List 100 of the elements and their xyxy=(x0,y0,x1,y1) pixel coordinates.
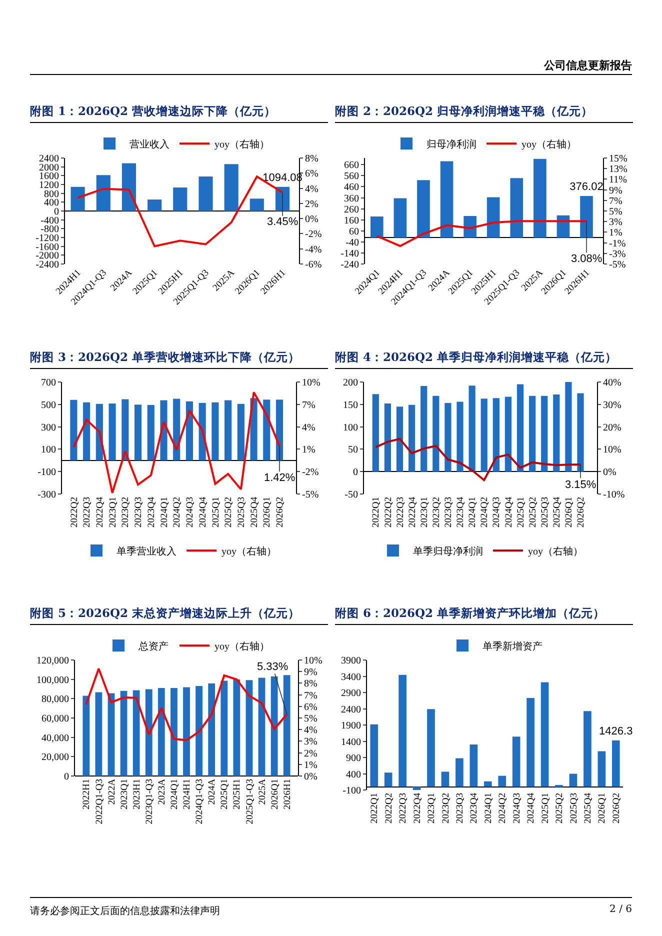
y2-tick-label: 6% xyxy=(305,168,318,180)
bar xyxy=(122,399,129,460)
y-tick-label: 100 xyxy=(41,444,56,456)
bar xyxy=(396,406,404,472)
x-tick-label: 2026Q1 xyxy=(564,496,575,528)
x-tick-label: 2024Q4 xyxy=(526,792,537,824)
y-tick-label: 360 xyxy=(344,193,359,204)
y2-tick-label: 1% xyxy=(609,228,622,239)
bar xyxy=(427,709,435,787)
data-label: 1426.3 xyxy=(599,725,633,738)
y-tick-label: 2000 xyxy=(39,162,59,174)
legend-label: 单季新增资产 xyxy=(482,640,542,652)
x-tick-label: 2024Q4 xyxy=(198,496,208,528)
y-tick-label: 150 xyxy=(343,400,358,411)
x-tick-label: 2025Q1 xyxy=(516,496,526,528)
bar xyxy=(82,696,90,776)
x-tick-label: 2022Q3 xyxy=(396,496,406,528)
x-tick-label: 2023Q3 xyxy=(134,496,144,528)
y-tick-label: -140 xyxy=(340,248,359,260)
bar xyxy=(170,688,178,776)
y2-tick-label: 4% xyxy=(302,422,316,434)
x-tick-label: 2024Q2 xyxy=(498,792,508,824)
y2-tick-label: -5% xyxy=(302,490,319,500)
x-tick-label: 2022Q2 xyxy=(384,792,394,824)
y2-tick-label: 7% xyxy=(302,400,316,411)
y-tick-label: 200 xyxy=(343,378,358,388)
x-tick-label: 2025Q1 xyxy=(540,792,551,824)
y-tick-label: 3900 xyxy=(341,656,361,666)
y2-tick-label: -10% xyxy=(603,490,625,500)
bar xyxy=(598,751,606,787)
x-tick-label: 2022Q1 xyxy=(370,792,380,824)
bar xyxy=(196,686,202,776)
y2-tick-label: -5% xyxy=(609,260,626,270)
bar xyxy=(147,404,154,460)
x-tick-label: 2025Q2 xyxy=(555,792,566,824)
bar xyxy=(492,398,500,472)
chart-title: 附图 6：2026Q2 单季新增资产环比增加（亿元） xyxy=(335,606,633,625)
y-tick-label: 120,000 xyxy=(36,656,69,666)
bar xyxy=(456,758,464,787)
y-tick-label: -800 xyxy=(40,224,59,236)
bar xyxy=(510,178,524,238)
y-tick-label: 800 xyxy=(44,188,59,200)
bar xyxy=(237,404,244,460)
x-tick-label: 2022A xyxy=(107,778,118,805)
data-label: 1.42% xyxy=(264,472,296,484)
y2-tick-label: 20% xyxy=(603,422,622,434)
y-tick-label: -2400 xyxy=(36,260,59,270)
bar xyxy=(432,396,440,472)
y2-tick-label: 9% xyxy=(304,667,318,678)
bar xyxy=(612,740,620,787)
x-tick-label: 2023Q2 xyxy=(432,496,442,528)
legend-label: 单季归母净利润 xyxy=(413,545,483,558)
y-tick-label: 1900 xyxy=(341,720,361,732)
y-tick-label: 460 xyxy=(344,182,359,194)
y-tick-label: -400 xyxy=(40,215,59,226)
data-label: 3.45% xyxy=(267,216,298,228)
y-tick-label: 2400 xyxy=(341,704,361,716)
y2-tick-label: -2% xyxy=(302,467,319,478)
bar xyxy=(480,398,488,472)
bar xyxy=(208,683,216,776)
bar xyxy=(83,402,90,460)
x-tick-label: 2023Q2 xyxy=(121,496,132,528)
x-tick-label: 2025A xyxy=(258,778,268,805)
bar xyxy=(577,393,584,472)
x-tick-label: 2023Q4 xyxy=(470,792,480,824)
bar xyxy=(122,163,136,211)
y2-tick-label: -1% xyxy=(609,238,626,250)
y-tick-label: 560 xyxy=(344,171,359,182)
y2-tick-label: 11% xyxy=(609,174,627,186)
y-tick-label: 1200 xyxy=(39,180,59,191)
y-tick-label: 100 xyxy=(343,422,358,434)
x-tick-label: 2025Q4 xyxy=(584,792,594,824)
text: 公司信息更新报告 xyxy=(544,59,632,72)
bar xyxy=(394,198,407,238)
bar xyxy=(580,196,593,238)
legend-label: 营业收入 xyxy=(130,138,170,150)
bar xyxy=(420,386,428,472)
x-tick-label: 2025Q4 xyxy=(552,496,562,528)
bar xyxy=(541,396,548,472)
bar xyxy=(173,187,188,211)
x-tick-label: 2025Q2 xyxy=(528,496,538,528)
y2-tick-label: -4% xyxy=(305,244,322,256)
bar xyxy=(526,698,534,787)
x-tick-label: 2025Q3 xyxy=(569,792,580,824)
y-tick-label: 1400 xyxy=(341,736,361,748)
y2-tick-label: 9% xyxy=(609,185,622,196)
y2-tick-label: 7% xyxy=(609,196,622,207)
y-tick-label: 50 xyxy=(348,444,358,456)
text: 请务必参阅正文后面的信息披露和法律声明 xyxy=(30,904,220,918)
bar xyxy=(145,689,152,776)
chart-title: 附图 3：2026Q2 单季营收增速环比下降（亿元） xyxy=(30,350,328,369)
x-tick-label: 2024Q1 xyxy=(484,792,494,824)
x-tick-label: 2026Q1 xyxy=(270,778,280,810)
y-tick-label: 700 xyxy=(41,378,56,388)
x-tick-label: 2024A xyxy=(208,778,218,805)
bar xyxy=(504,396,512,472)
x-tick-label: 2025Q1-Q3 xyxy=(245,778,256,824)
bar xyxy=(417,180,430,238)
y-tick-label: 400 xyxy=(44,198,59,209)
x-tick-label: 2025Q4 xyxy=(250,496,260,528)
